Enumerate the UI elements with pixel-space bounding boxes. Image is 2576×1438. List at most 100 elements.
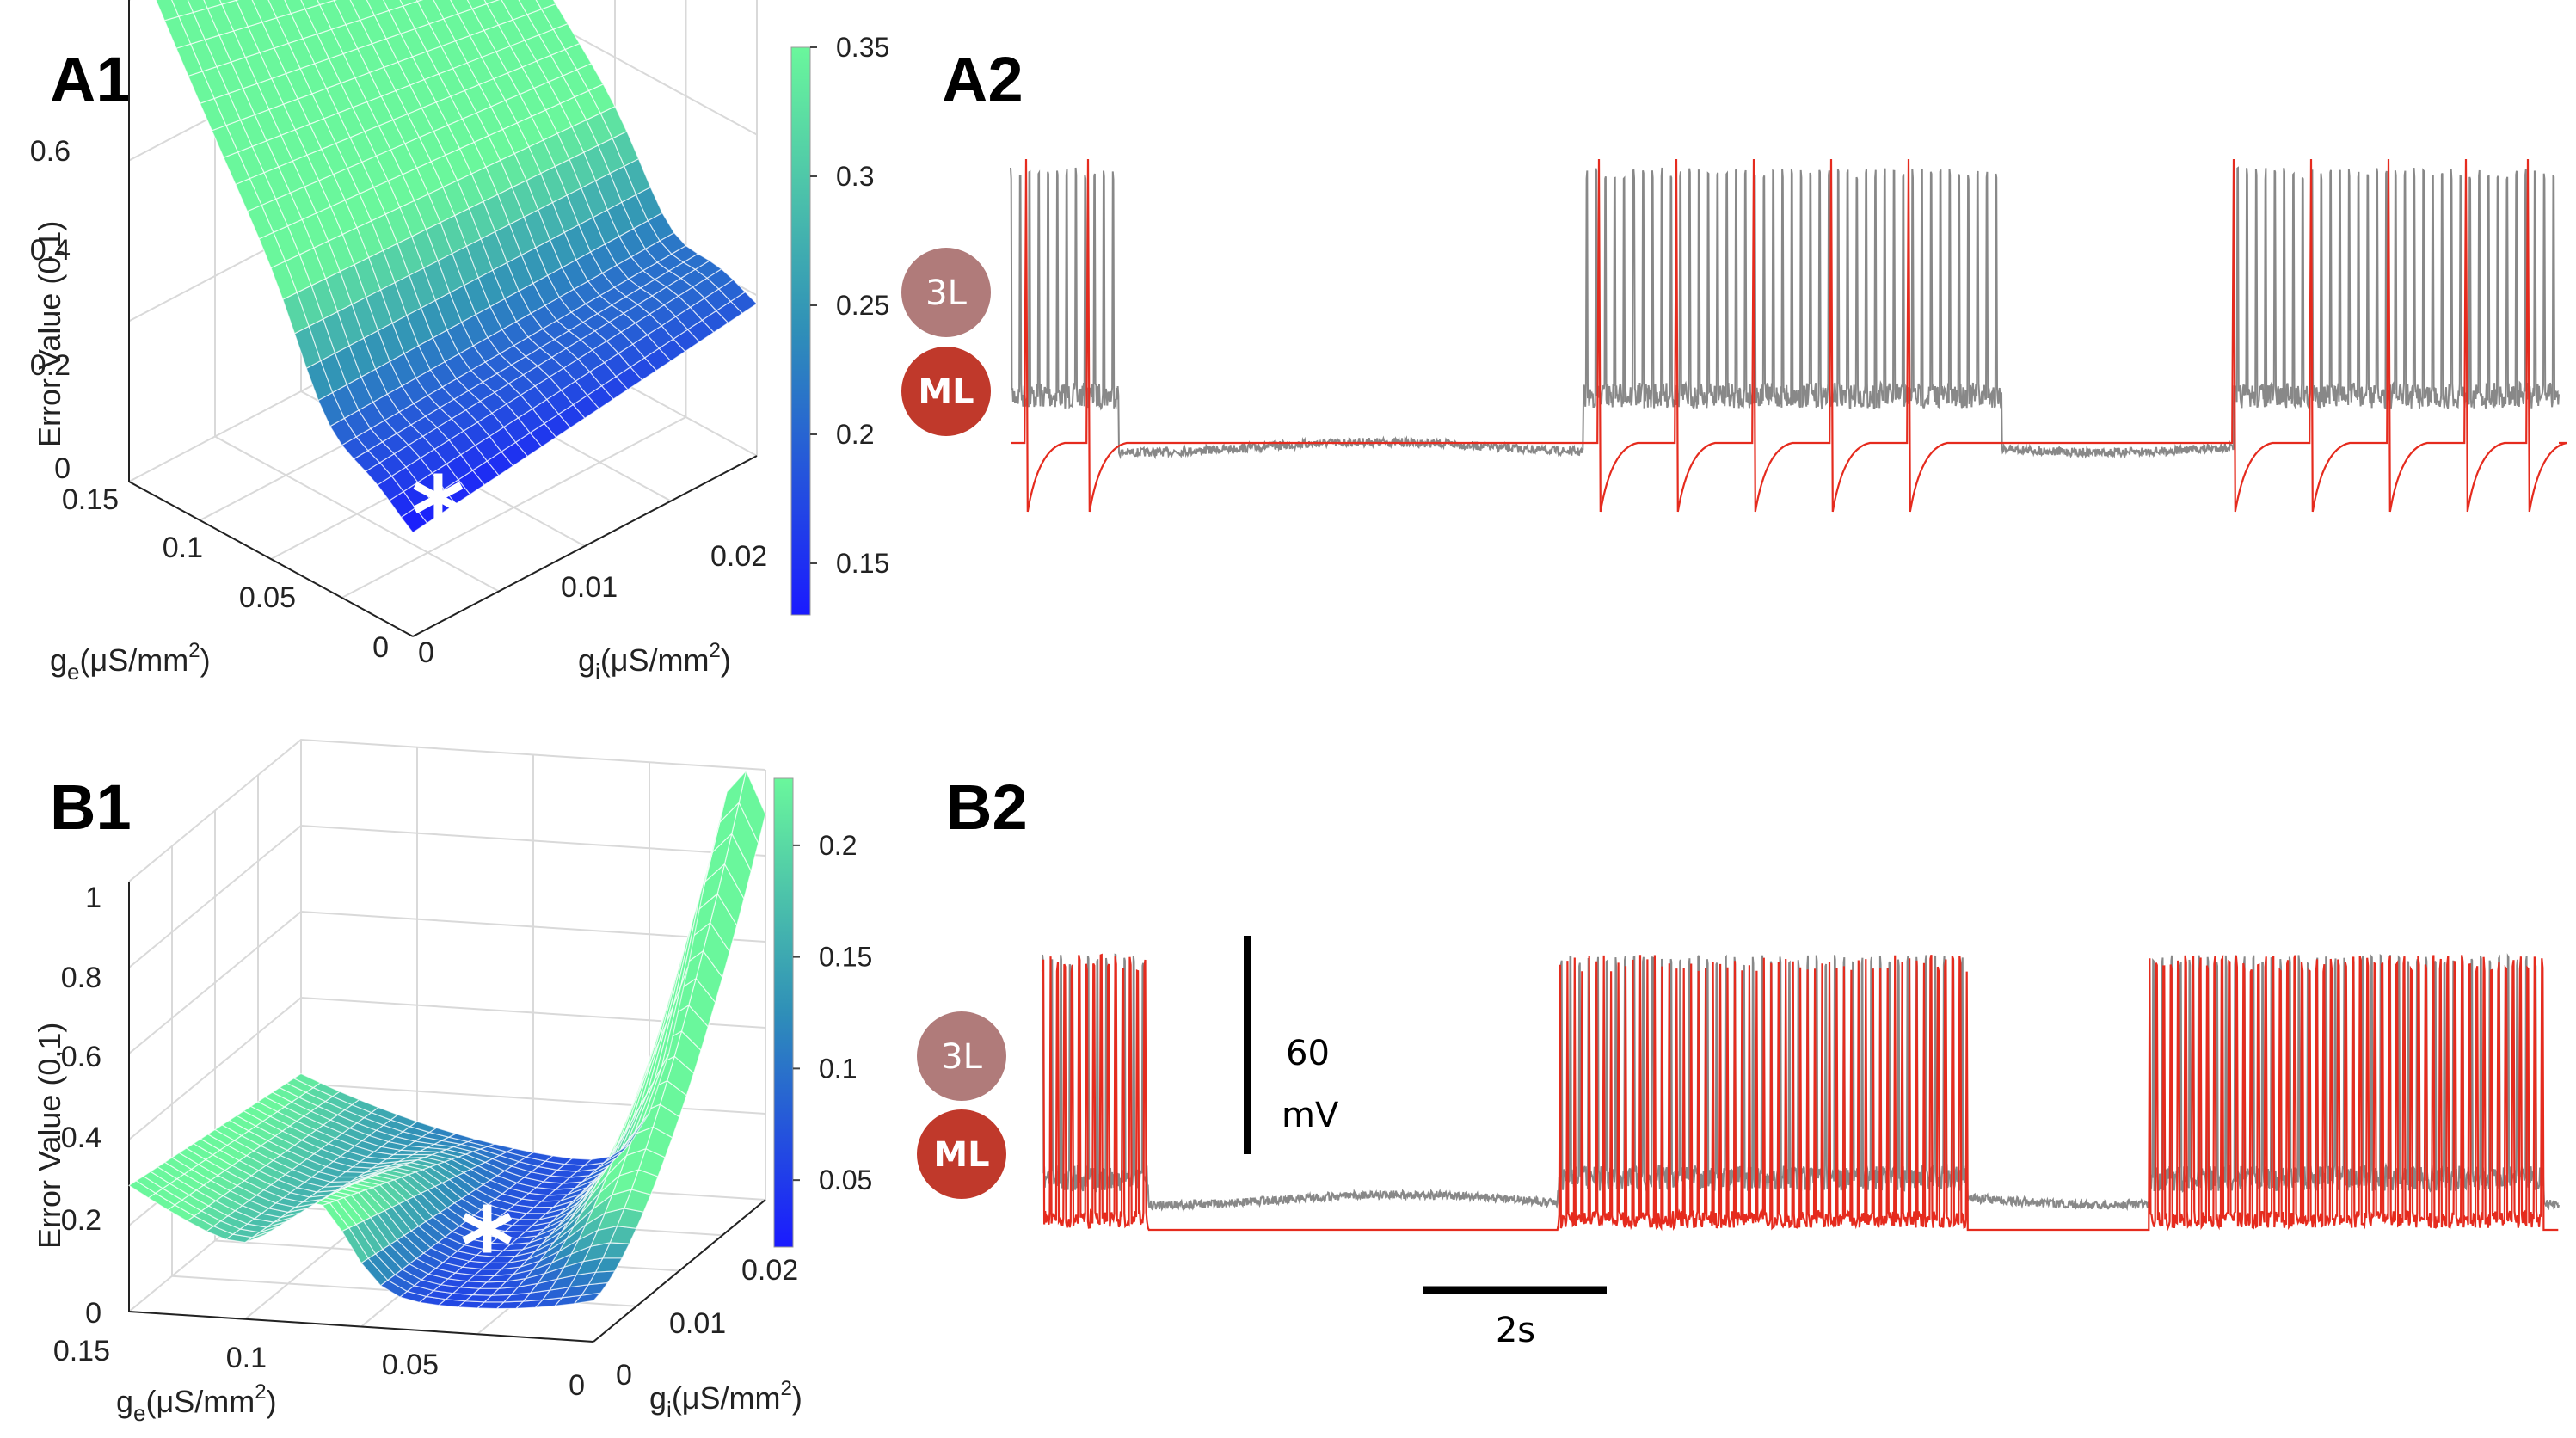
z-axis-label-a1: Error Value (0,1) xyxy=(32,221,67,447)
voltage-scale-value: 60 xyxy=(1286,1034,1330,1073)
z-tick-b1: 1 xyxy=(85,882,101,914)
z-tick-a1: 0.6 xyxy=(30,135,71,168)
a1-surface-patch xyxy=(366,0,390,16)
a1-surface-patch xyxy=(300,0,321,10)
gi-axis-label-a1: gi(μS/mm2) xyxy=(578,639,731,685)
minimum-asterisk-a1: * xyxy=(411,456,465,575)
a1-surface-patch xyxy=(155,0,180,22)
colorbar-ticks-b1: 0.2 0.15 0.1 0.05 xyxy=(793,830,872,1195)
cell-3l-label-b2: 3L xyxy=(941,1037,982,1077)
b1-colorbar-tick-label: 0.05 xyxy=(819,1165,872,1195)
colorbar-b1 xyxy=(773,777,794,1248)
gi-tick-a1: 0 xyxy=(418,636,434,669)
trace-3l-a2 xyxy=(1010,166,2560,460)
trace-ml-a2 xyxy=(1011,158,2567,513)
b1-colorbar-tick-label: 0.1 xyxy=(819,1053,857,1084)
a1-surface-patch xyxy=(235,0,263,28)
a1-surface-patch xyxy=(433,0,459,20)
a1-colorbar-tick-label: 0.25 xyxy=(836,290,889,321)
z-tick-a1: 0 xyxy=(54,452,71,485)
time-scale-label: 2s xyxy=(1496,1311,1535,1350)
gi-axis-label-b1: gi(μS/mm2) xyxy=(649,1377,802,1423)
b1-gridline xyxy=(128,824,766,968)
colorbar-ticks-a1: 0.35 0.3 0.25 0.2 0.15 xyxy=(810,32,889,579)
panel-label-a1: A1 xyxy=(50,44,132,115)
error-surface-a1 xyxy=(155,0,758,534)
gi-tick-b1: 0 xyxy=(616,1359,632,1392)
a1-axis-line xyxy=(412,455,758,637)
gi-tick-b1: 0.02 xyxy=(741,1254,798,1287)
a1-surface-patch xyxy=(219,0,237,5)
gi-tick-a1: 0.02 xyxy=(710,540,767,573)
z-tick-b1: 0.6 xyxy=(61,1041,101,1073)
panel-label-b2: B2 xyxy=(946,771,1028,843)
trace-plot-a2: 3L ML xyxy=(901,158,2567,513)
gi-tick-b1: 0.01 xyxy=(669,1307,726,1340)
a1-surface-patch xyxy=(485,0,514,26)
a1-surface-patch xyxy=(483,0,500,5)
a1-surface-patch xyxy=(333,0,361,26)
z-tick-a1: 0.2 xyxy=(30,349,71,382)
a1-surface-patch xyxy=(518,0,543,15)
panel-label-a2: A2 xyxy=(942,44,1024,115)
ge-tick-a1: 0.1 xyxy=(163,532,203,564)
ge-tick-b1: 0 xyxy=(569,1369,585,1402)
a1-axis-line xyxy=(128,481,414,637)
surface-plot-b1: Error Value (0,1) 1 0.8 0.6 0.4 0.2 0 0.… xyxy=(32,738,872,1426)
z-tick-b1: 0.4 xyxy=(61,1122,101,1154)
a1-surface-patch xyxy=(171,0,194,17)
ge-tick-a1: 0.05 xyxy=(239,581,296,614)
ge-tick-a1: 0 xyxy=(372,631,389,664)
voltage-scale-unit: mV xyxy=(1282,1096,1339,1135)
a1-colorbar-tick-label: 0.15 xyxy=(836,548,889,579)
trace-plot-b2: 3L ML 60 mV 2s xyxy=(917,936,2560,1350)
a1-surface-patch xyxy=(383,0,404,12)
ge-axis-label-a1: ge(μS/mm2) xyxy=(50,639,211,685)
ge-tick-b1: 0.05 xyxy=(382,1349,439,1381)
b1-surface-patch xyxy=(292,1072,322,1089)
a1-colorbar-tick-label: 0.2 xyxy=(836,419,874,450)
b2-ml-path xyxy=(1041,953,2559,1232)
ge-tick-a1: 0.15 xyxy=(62,483,119,516)
z-axis-label-b1: Error Value (0,1) xyxy=(32,1023,67,1249)
minimum-asterisk-b1: * xyxy=(460,1187,514,1306)
cell-3l-marker-a2 xyxy=(901,248,991,337)
panel-label-b1: B1 xyxy=(50,771,132,843)
z-tick-b1: 0.2 xyxy=(61,1204,101,1237)
a1-surface-patch xyxy=(501,0,528,21)
z-tick-b1: 0 xyxy=(85,1297,101,1330)
b1-axis-line xyxy=(593,1199,766,1343)
a2-3l-path xyxy=(1010,166,2560,460)
a1-surface-patch xyxy=(450,0,474,15)
cell-ml-label-b2: ML xyxy=(933,1135,989,1175)
a1-surface-patch xyxy=(349,0,376,21)
a1-surface-patch xyxy=(267,0,292,19)
a1-surface-patch xyxy=(333,0,337,2)
a1-surface-patch xyxy=(203,0,223,9)
a1-surface-patch xyxy=(466,0,488,10)
z-tick-a1: 0.4 xyxy=(30,234,71,267)
z-tick-b1: 0.8 xyxy=(61,962,101,994)
a1-surface-patch xyxy=(416,0,445,25)
a2-ml-path xyxy=(1011,158,2567,513)
a1-surface-patch xyxy=(187,0,209,14)
cell-ml-label-a2: ML xyxy=(918,372,974,412)
cell-ml-marker-b2 xyxy=(917,1109,1006,1199)
error-surface-b1 xyxy=(127,769,766,1310)
b1-colorbar-tick-label: 0.2 xyxy=(819,830,857,861)
a1-surface-patch xyxy=(399,0,419,7)
b1-axis-line xyxy=(128,1311,594,1343)
a1-colorbar-tick-label: 0.3 xyxy=(836,161,874,192)
ge-tick-b1: 0.1 xyxy=(226,1342,267,1374)
b1-gridline xyxy=(128,738,766,882)
cell-3l-label-a2: 3L xyxy=(925,273,967,313)
a1-surface-patch xyxy=(415,0,423,3)
b1-colorbar-tick-label: 0.15 xyxy=(819,942,872,973)
a1-surface-patch xyxy=(535,0,557,10)
gi-tick-a1: 0.01 xyxy=(561,571,618,604)
a1-surface-patch xyxy=(317,0,335,6)
a1-colorbar-tick-label: 0.35 xyxy=(836,32,889,63)
ge-axis-label-b1: ge(μS/mm2) xyxy=(116,1380,277,1426)
surface-plot-a1: Error Value (0,1) 0.6 0.4 0.2 0 0.15 0.1… xyxy=(30,0,889,685)
